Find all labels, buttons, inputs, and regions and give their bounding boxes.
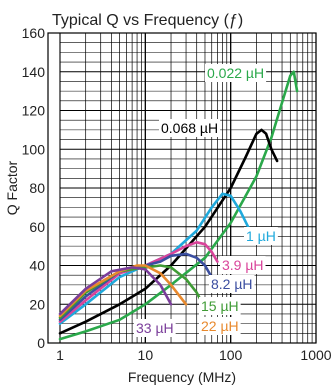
series-label-background — [220, 256, 266, 274]
series-line — [58, 128, 279, 335]
x-tick-label: 10 — [138, 347, 154, 363]
series-lines — [58, 70, 299, 341]
series-line — [58, 264, 188, 318]
series-label: 8.2 µH — [211, 276, 253, 292]
series-label-background — [199, 317, 241, 335]
series-label: 15 µH — [201, 298, 239, 314]
series-line — [58, 70, 299, 341]
chart-title: Typical Q vs Frequency (ƒ) — [52, 12, 243, 29]
series-label: 3.9 µH — [222, 257, 264, 273]
plot-frame — [47, 32, 317, 344]
tick-labels: 1 10 100 1000 0 20 40 60 80 100 120 140 160 — [22, 25, 332, 363]
x-tick-label: 1000 — [300, 347, 331, 363]
series-label: 0.022 µH — [207, 65, 264, 81]
series-label: 0.068 µH — [161, 120, 218, 136]
y-tick-label: 40 — [29, 258, 45, 274]
series-line — [58, 252, 213, 322]
y-tick-label: 20 — [29, 296, 45, 312]
y-tick-label: 140 — [22, 64, 46, 80]
series-label-background — [159, 119, 221, 137]
series-label: 1 µH — [246, 228, 276, 244]
series-label: 33 µH — [136, 320, 174, 336]
series-label: 22 µH — [201, 318, 239, 334]
y-tick-label: 120 — [22, 103, 46, 119]
series-line — [58, 266, 173, 316]
series-labels: 0.022 µH 0.068 µH 1 µH 3.9 µH 8.2 µH 15 µH 22 … — [134, 64, 278, 337]
series-label-background — [134, 319, 176, 337]
series-line — [58, 241, 219, 323]
series-label-background — [244, 227, 278, 245]
x-tick-label: 1 — [56, 347, 64, 363]
series-label-background — [205, 64, 267, 82]
series-line — [58, 192, 254, 325]
y-tick-label: 0 — [37, 335, 45, 351]
y-axis-label: Q Factor — [4, 160, 20, 215]
series-label-background — [209, 275, 255, 293]
series-label-background — [199, 297, 241, 315]
y-tick-label: 160 — [22, 25, 46, 41]
x-tick-label: 100 — [219, 347, 243, 363]
x-axis-label: Frequency (MHz) — [128, 369, 236, 385]
y-tick-label: 60 — [29, 219, 45, 235]
y-tick-label: 80 — [29, 180, 45, 196]
y-tick-label: 100 — [22, 141, 46, 157]
